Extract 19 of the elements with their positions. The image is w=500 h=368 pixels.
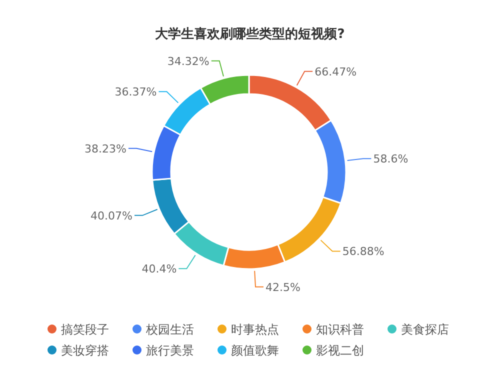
data-label: 40.4% bbox=[142, 262, 177, 276]
data-label: 58.6% bbox=[373, 152, 408, 166]
legend-label: 搞笑段子 bbox=[61, 322, 109, 336]
data-label: 34.32% bbox=[167, 54, 210, 68]
data-label: 56.88% bbox=[342, 245, 384, 258]
data-label: 66.47% bbox=[314, 65, 357, 78]
data-label: 38.23% bbox=[84, 142, 126, 156]
legend-label: 美食探店 bbox=[401, 322, 449, 336]
legend-label: 时事热点 bbox=[231, 322, 279, 336]
legend-label: 旅行美景 bbox=[146, 344, 194, 358]
legend-label: 影视二创 bbox=[316, 344, 364, 358]
data-label: 42.5% bbox=[265, 280, 300, 294]
legend-label: 校园生活 bbox=[145, 322, 194, 336]
legend-label: 美妆穿搭 bbox=[61, 344, 109, 358]
legend-label: 知识科普 bbox=[316, 322, 364, 336]
chart-title: 大学生喜欢刷哪些类型的短视频? bbox=[155, 26, 345, 42]
legend-label: 颜值歌舞 bbox=[231, 344, 279, 358]
data-label: 36.37% bbox=[114, 86, 157, 99]
data-label: 40.07% bbox=[90, 209, 133, 222]
